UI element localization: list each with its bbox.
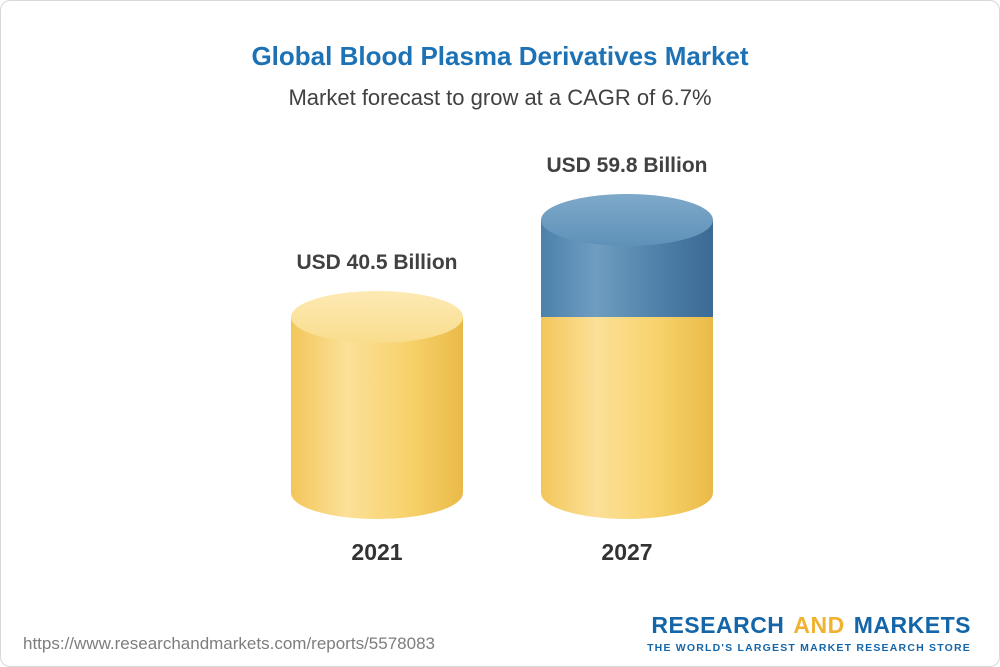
cylinder-top-ellipse-2021 [291,290,463,343]
bar-2021-body [291,316,463,519]
logo-tagline: THE WORLD'S LARGEST MARKET RESEARCH STOR… [647,642,971,654]
logo-word-and: AND [793,612,845,638]
logo-word-research: RESEARCH [651,612,785,638]
bar-group-2021: USD 40.5 Billion 2021 [291,251,463,567]
category-label-2021: 2021 [351,539,403,565]
value-label-2027: USD 59.8 Billion [546,154,708,177]
category-label-2027: 2027 [601,539,653,565]
logo-word-markets: MARKETS [853,612,971,638]
cylinder-2027 [541,194,713,519]
value-label-2021: USD 40.5 Billion [296,250,458,274]
cylinder-top-ellipse-2027 [541,194,713,246]
chart-subtitle: Market forecast to grow at a CAGR of 6.7… [288,85,712,110]
bar-2027-base-segment [541,316,713,519]
research-and-markets-logo: RESEARCH AND MARKETS THE WORLD'S LARGEST… [647,612,971,654]
source-url: https://www.researchandmarkets.com/repor… [23,634,435,653]
cylinder-2021 [291,290,463,519]
chart-title: Global Blood Plasma Derivatives Market [251,41,749,71]
logo-wordmark: RESEARCH AND MARKETS [651,612,971,639]
bar-group-2027: USD 59.8 Billion 2027 [541,154,713,566]
